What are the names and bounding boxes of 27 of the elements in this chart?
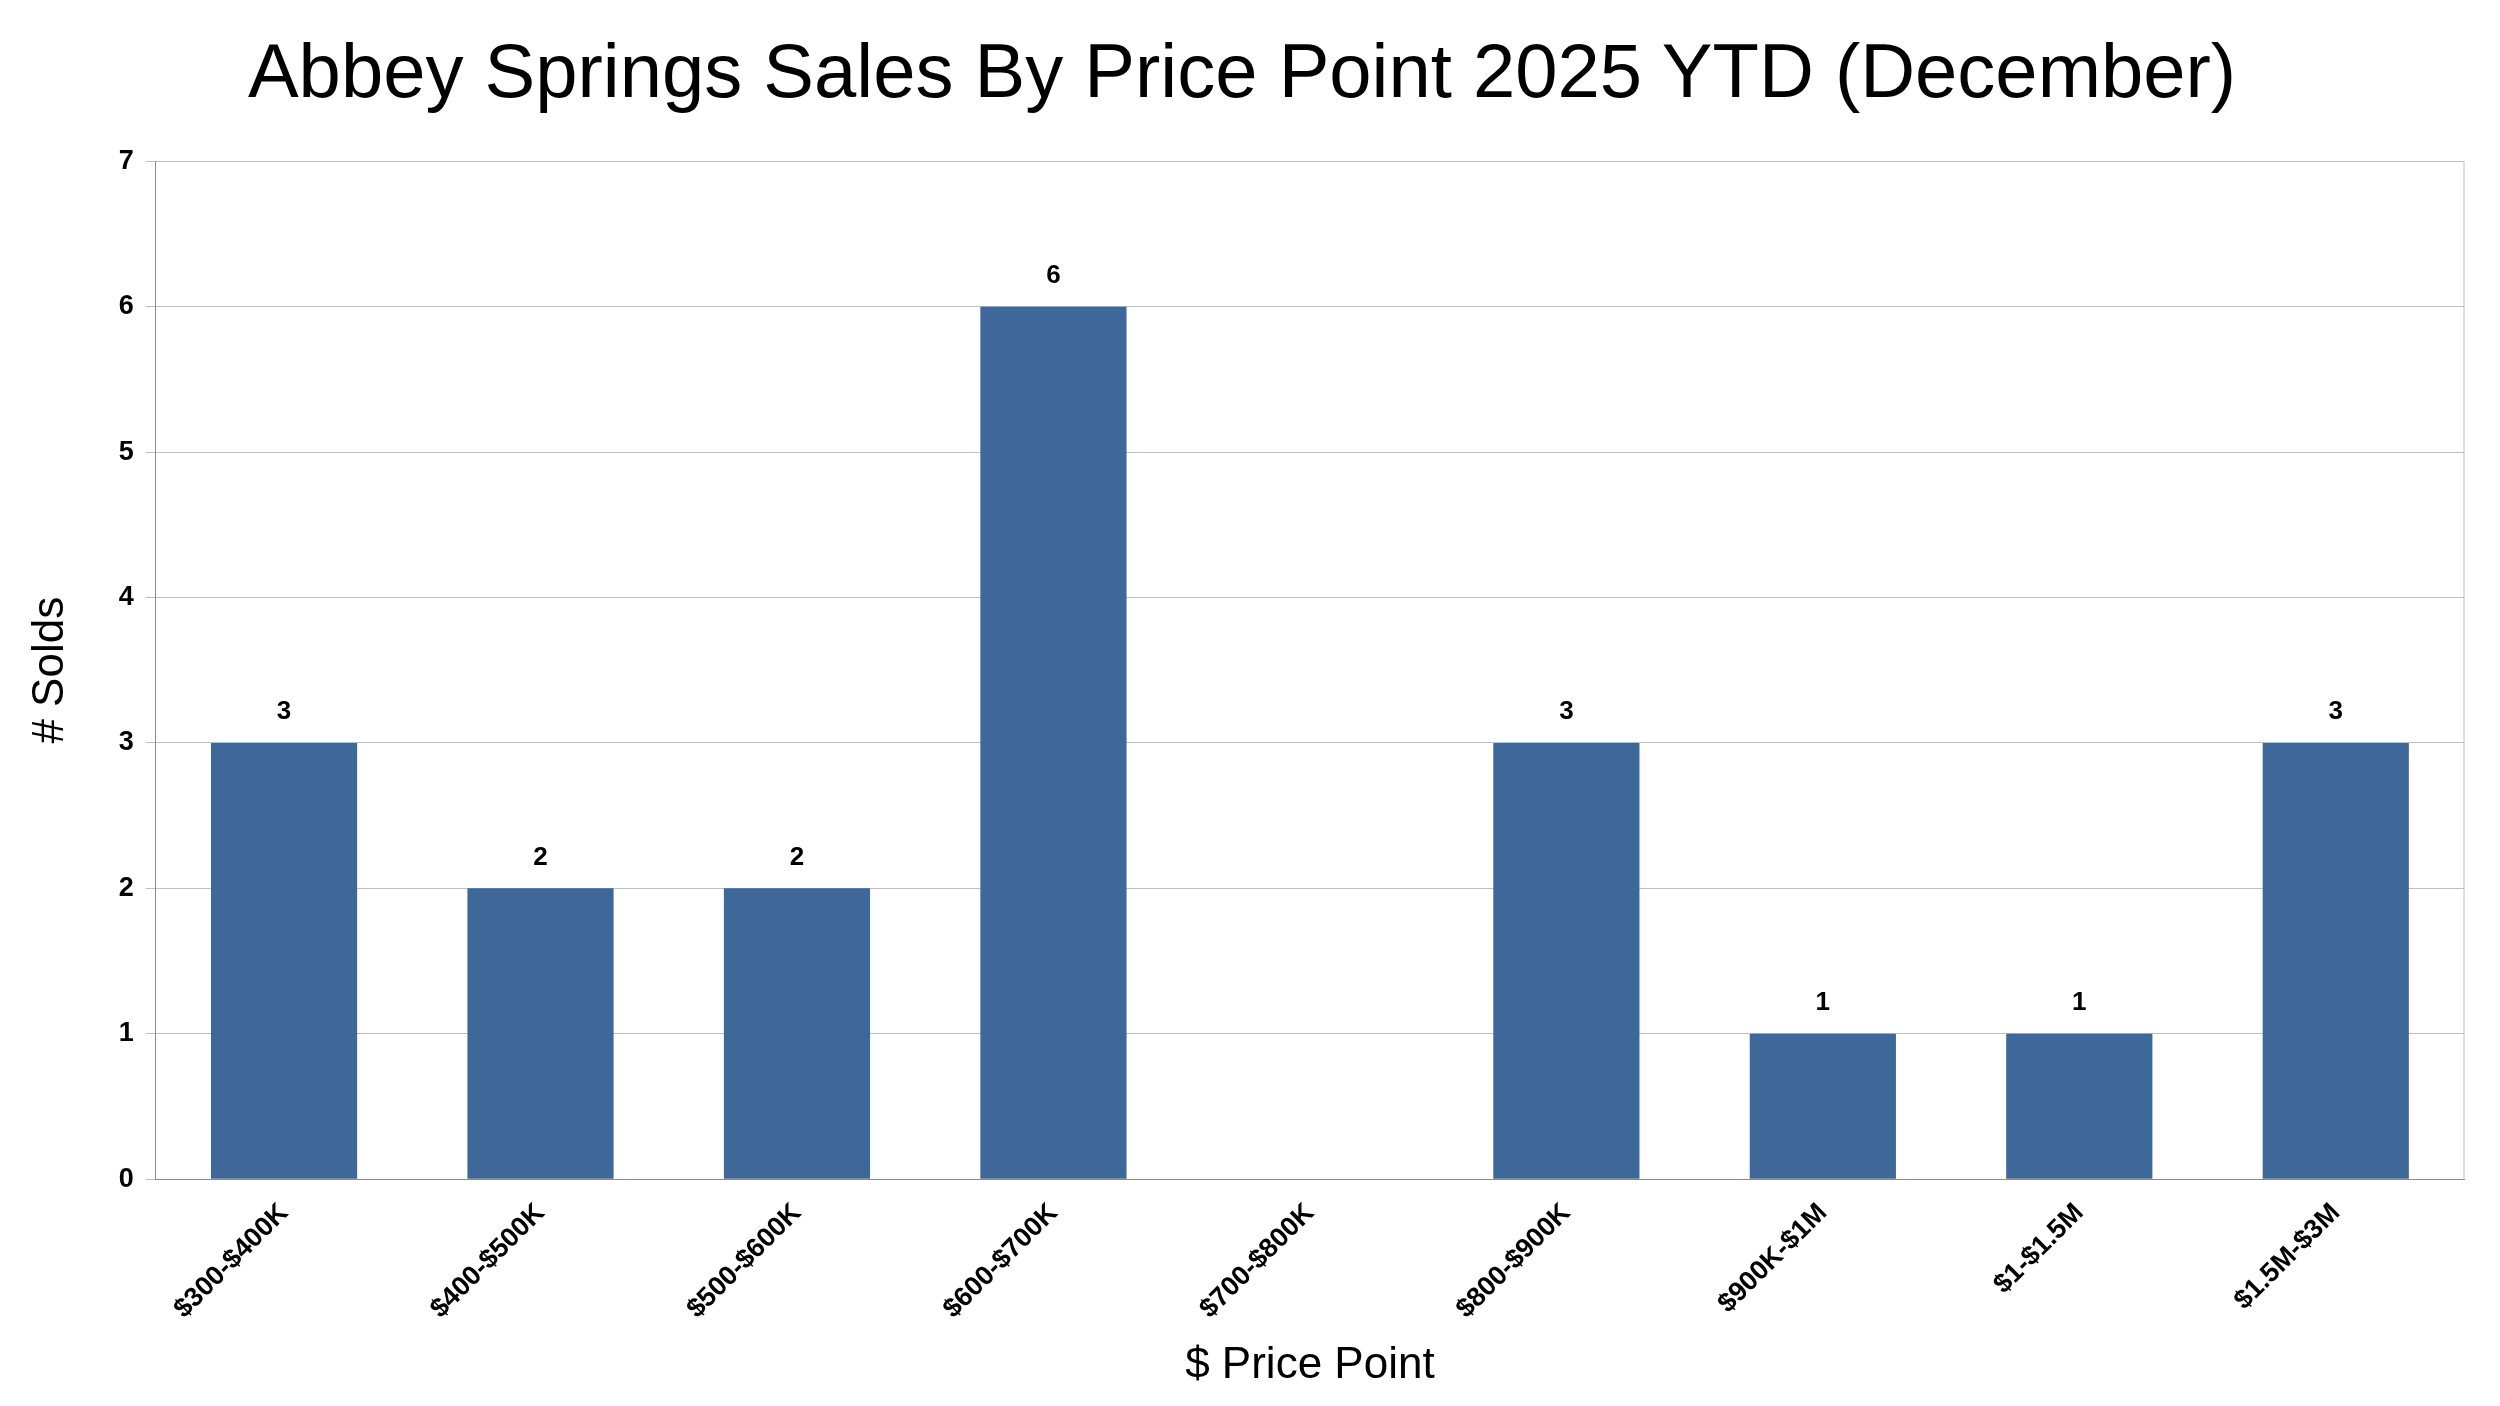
bar (1749, 1033, 1896, 1179)
data-label: 1 (1815, 985, 1831, 1016)
y-tick-label: 0 (118, 1162, 134, 1193)
bar (2262, 742, 2409, 1179)
bar (723, 888, 871, 1179)
bar (980, 306, 1127, 1179)
data-label: 3 (2328, 695, 2343, 726)
data-label: 3 (1559, 695, 1574, 726)
bar (2006, 1033, 2153, 1179)
data-label: 2 (789, 840, 805, 871)
data-label: 3 (276, 695, 292, 726)
y-axis-title: # Solds (22, 596, 72, 744)
y-tick-label: 5 (118, 435, 134, 466)
data-label: 1 (2072, 985, 2087, 1016)
y-tick-label: 2 (118, 871, 134, 902)
y-tick-label: 4 (118, 580, 134, 611)
y-tick-label: 3 (118, 726, 134, 757)
data-label: 2 (533, 840, 548, 871)
bar (467, 888, 614, 1179)
data-label: 6 (1046, 258, 1061, 289)
bar (1493, 742, 1640, 1179)
y-tick-label: 7 (118, 144, 134, 175)
x-axis-title: $ Price Point (1185, 1337, 1435, 1387)
y-tick-label: 1 (118, 1017, 134, 1048)
y-tick-label: 6 (118, 290, 134, 321)
chart-title: Abbey Springs Sales By Price Point 2025 YTD (December) (247, 27, 2237, 113)
bar (210, 742, 358, 1179)
